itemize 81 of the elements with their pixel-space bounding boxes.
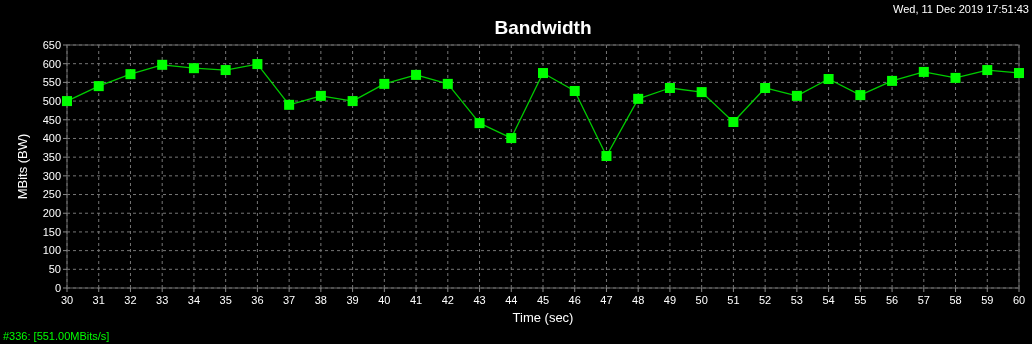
point bbox=[157, 59, 168, 70]
x-tick-label: 59 bbox=[981, 294, 994, 306]
x-axis-title: Time (sec) bbox=[512, 310, 574, 325]
x-tick-label: 34 bbox=[187, 294, 201, 306]
point bbox=[125, 69, 136, 80]
chart-title: Bandwidth bbox=[494, 17, 592, 38]
x-tick-label: 48 bbox=[632, 294, 645, 306]
point bbox=[93, 81, 104, 92]
x-tick-label: 42 bbox=[441, 294, 454, 306]
point bbox=[982, 65, 993, 76]
point bbox=[347, 96, 358, 107]
y-tick-label: 100 bbox=[42, 244, 61, 257]
y-tick-label: 500 bbox=[42, 94, 61, 107]
x-tick-label: 31 bbox=[92, 294, 105, 306]
point bbox=[442, 78, 453, 89]
y-tick-label: 300 bbox=[42, 169, 61, 182]
point bbox=[918, 66, 929, 77]
x-tick-label: 51 bbox=[727, 294, 740, 306]
point bbox=[728, 117, 739, 128]
x-tick-label: 32 bbox=[124, 294, 137, 306]
y-tick-label: 250 bbox=[42, 188, 61, 201]
point bbox=[538, 68, 548, 79]
point bbox=[569, 85, 580, 96]
point bbox=[220, 65, 231, 76]
x-tick-label: 50 bbox=[695, 294, 708, 306]
x-tick-label: 30 bbox=[60, 294, 74, 306]
x-tick-label: 49 bbox=[663, 294, 677, 306]
point bbox=[62, 96, 72, 107]
text: Wed, 11 Dec 2019 17:51:43 bbox=[893, 3, 1029, 15]
x-tick-label: 60 bbox=[1012, 294, 1026, 306]
point bbox=[284, 99, 295, 110]
y-tick-label: 200 bbox=[42, 207, 61, 220]
x-tick-label: 41 bbox=[409, 294, 423, 306]
point bbox=[379, 78, 390, 89]
point bbox=[474, 118, 485, 129]
x-tick-label: 35 bbox=[219, 294, 232, 306]
x-tick-label: 52 bbox=[759, 294, 772, 306]
x-tick-label: 43 bbox=[473, 294, 486, 306]
x-tick-label: 47 bbox=[600, 294, 613, 306]
point bbox=[887, 75, 898, 86]
x-tick-label: 54 bbox=[822, 294, 835, 306]
point bbox=[506, 133, 517, 144]
x-tick-label: 45 bbox=[536, 294, 550, 306]
text: #336: [551.00MBits/s] bbox=[3, 330, 110, 342]
x-tick-label: 57 bbox=[917, 294, 930, 306]
x-tick-label: 38 bbox=[314, 294, 327, 306]
x-tick-label: 40 bbox=[378, 294, 391, 306]
y-tick-label: 0 bbox=[54, 281, 61, 294]
x-tick-label: 46 bbox=[568, 294, 581, 306]
point bbox=[315, 90, 326, 101]
y-tick-label: 450 bbox=[42, 113, 61, 126]
x-tick-label: 36 bbox=[251, 294, 264, 306]
y-tick-label: 400 bbox=[42, 132, 61, 145]
point bbox=[664, 82, 675, 93]
y-tick-label: 150 bbox=[42, 225, 61, 238]
y-tick-label: 50 bbox=[48, 263, 61, 276]
x-tick-label: 58 bbox=[949, 294, 962, 306]
point bbox=[950, 72, 961, 83]
point bbox=[696, 87, 707, 98]
y-tick-label: 650 bbox=[42, 38, 61, 51]
y-tick-label: 350 bbox=[42, 151, 61, 163]
y-tick-label: 600 bbox=[42, 57, 61, 70]
point bbox=[188, 63, 199, 74]
x-tick-label: 44 bbox=[505, 294, 518, 306]
x-tick-label: 56 bbox=[885, 294, 899, 306]
point bbox=[252, 59, 263, 70]
y-tick-label: 550 bbox=[42, 76, 61, 89]
point bbox=[855, 90, 866, 101]
point bbox=[791, 90, 802, 101]
point bbox=[760, 82, 771, 93]
point bbox=[1014, 68, 1024, 79]
point bbox=[601, 151, 612, 162]
x-tick-label: 37 bbox=[283, 294, 296, 306]
point bbox=[823, 74, 834, 85]
point bbox=[411, 69, 422, 80]
point bbox=[633, 93, 644, 104]
x-tick-label: 39 bbox=[346, 294, 359, 306]
y-axis-title: MBits (BW) bbox=[15, 133, 30, 200]
x-tick-label: 53 bbox=[790, 294, 803, 306]
x-tick-label: 55 bbox=[854, 294, 867, 306]
x-tick-label: 33 bbox=[156, 294, 169, 306]
